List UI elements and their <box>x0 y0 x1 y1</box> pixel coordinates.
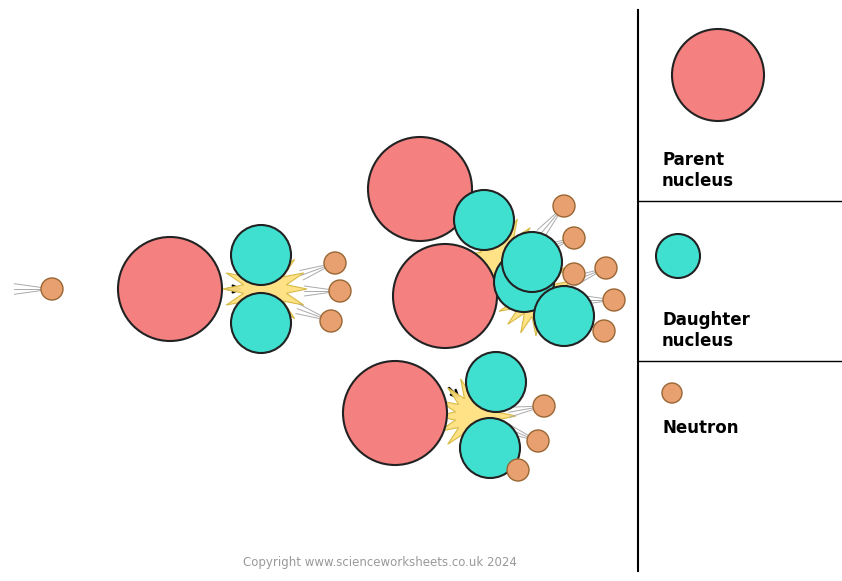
Circle shape <box>454 190 514 250</box>
Circle shape <box>672 29 764 121</box>
Circle shape <box>343 361 447 465</box>
Circle shape <box>603 289 625 311</box>
Circle shape <box>507 459 529 481</box>
Polygon shape <box>496 256 576 336</box>
Circle shape <box>494 252 554 312</box>
Polygon shape <box>462 216 542 296</box>
Circle shape <box>527 430 549 452</box>
Polygon shape <box>436 376 516 456</box>
Circle shape <box>662 383 682 403</box>
Text: Parent
nucleus: Parent nucleus <box>662 151 734 190</box>
Circle shape <box>329 280 351 302</box>
Polygon shape <box>223 247 307 331</box>
Circle shape <box>502 232 562 292</box>
Circle shape <box>368 137 472 241</box>
Text: Neutron: Neutron <box>662 419 738 437</box>
Circle shape <box>324 252 346 274</box>
Circle shape <box>595 257 617 279</box>
Circle shape <box>320 310 342 332</box>
Circle shape <box>231 293 291 353</box>
Circle shape <box>41 278 63 300</box>
Circle shape <box>466 352 526 412</box>
Text: Daughter
nucleus: Daughter nucleus <box>662 311 750 350</box>
Text: Copyright www.scienceworksheets.co.uk 2024: Copyright www.scienceworksheets.co.uk 20… <box>243 556 517 569</box>
Circle shape <box>534 286 594 346</box>
Circle shape <box>533 395 555 417</box>
Circle shape <box>393 244 497 348</box>
Circle shape <box>593 320 615 342</box>
Circle shape <box>656 234 700 278</box>
Circle shape <box>563 227 585 249</box>
Circle shape <box>563 263 585 285</box>
Circle shape <box>118 237 222 341</box>
Circle shape <box>460 418 520 478</box>
Circle shape <box>231 225 291 285</box>
Circle shape <box>553 195 575 217</box>
